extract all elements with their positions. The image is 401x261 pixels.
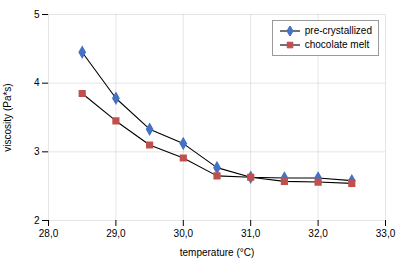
svg-text:viscosity (Pa*s): viscosity (Pa*s): [2, 83, 13, 151]
svg-text:29,0: 29,0: [106, 228, 126, 239]
svg-text:temperature (°C): temperature (°C): [180, 247, 255, 258]
svg-text:31,0: 31,0: [241, 228, 261, 239]
html-text:chocolate melt: chocolate melt: [304, 39, 370, 50]
svg-text:5: 5: [34, 9, 40, 20]
svg-text:28,0: 28,0: [39, 228, 59, 239]
svg-text:2: 2: [34, 215, 40, 226]
svg-text:32,0: 32,0: [308, 228, 328, 239]
html-text:pre-crystallized: pre-crystallized: [304, 25, 372, 36]
svg-text:4: 4: [34, 77, 40, 88]
svg-text:3: 3: [34, 146, 40, 157]
svg-text:30,0: 30,0: [174, 228, 194, 239]
svg-text:33,0: 33,0: [376, 228, 396, 239]
